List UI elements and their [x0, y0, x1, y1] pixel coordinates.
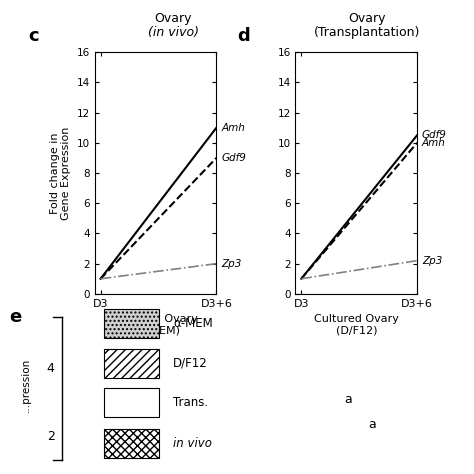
Text: Zp3: Zp3 [422, 255, 442, 265]
Text: α-MEM: α-MEM [173, 317, 213, 330]
Text: in vivo: in vivo [173, 437, 212, 450]
Text: Ovary: Ovary [154, 12, 192, 25]
X-axis label: Cultured Ovary
(D/F12): Cultured Ovary (D/F12) [314, 314, 399, 336]
Text: ...pression: ...pression [21, 358, 31, 412]
Bar [104, 388, 159, 417]
Text: Zp3: Zp3 [221, 259, 242, 269]
Text: Ovary: Ovary [348, 12, 386, 25]
Text: a: a [368, 419, 376, 431]
Text: Amh: Amh [422, 138, 446, 148]
Text: 2: 2 [46, 430, 55, 443]
Text: (Transplantation): (Transplantation) [314, 26, 420, 39]
Text: 4: 4 [46, 362, 55, 375]
Text: c: c [28, 27, 38, 45]
Text: Gdf9: Gdf9 [221, 153, 246, 163]
Bar [104, 429, 159, 458]
Text: d: d [237, 27, 250, 45]
Text: D/F12: D/F12 [173, 356, 208, 370]
Bar [104, 348, 159, 378]
Text: a: a [345, 393, 352, 406]
Bar [104, 310, 159, 338]
Text: Trans.: Trans. [173, 396, 208, 409]
Y-axis label: Fold change in
Gene Expression: Fold change in Gene Expression [50, 127, 71, 219]
X-axis label: Cultured Ovary
(α–MEM): Cultured Ovary (α–MEM) [113, 314, 198, 336]
Text: (in vivo): (in vivo) [147, 26, 199, 39]
Text: e: e [9, 309, 22, 327]
Text: Amh: Amh [221, 123, 245, 133]
Text: Gdf9: Gdf9 [422, 130, 447, 140]
